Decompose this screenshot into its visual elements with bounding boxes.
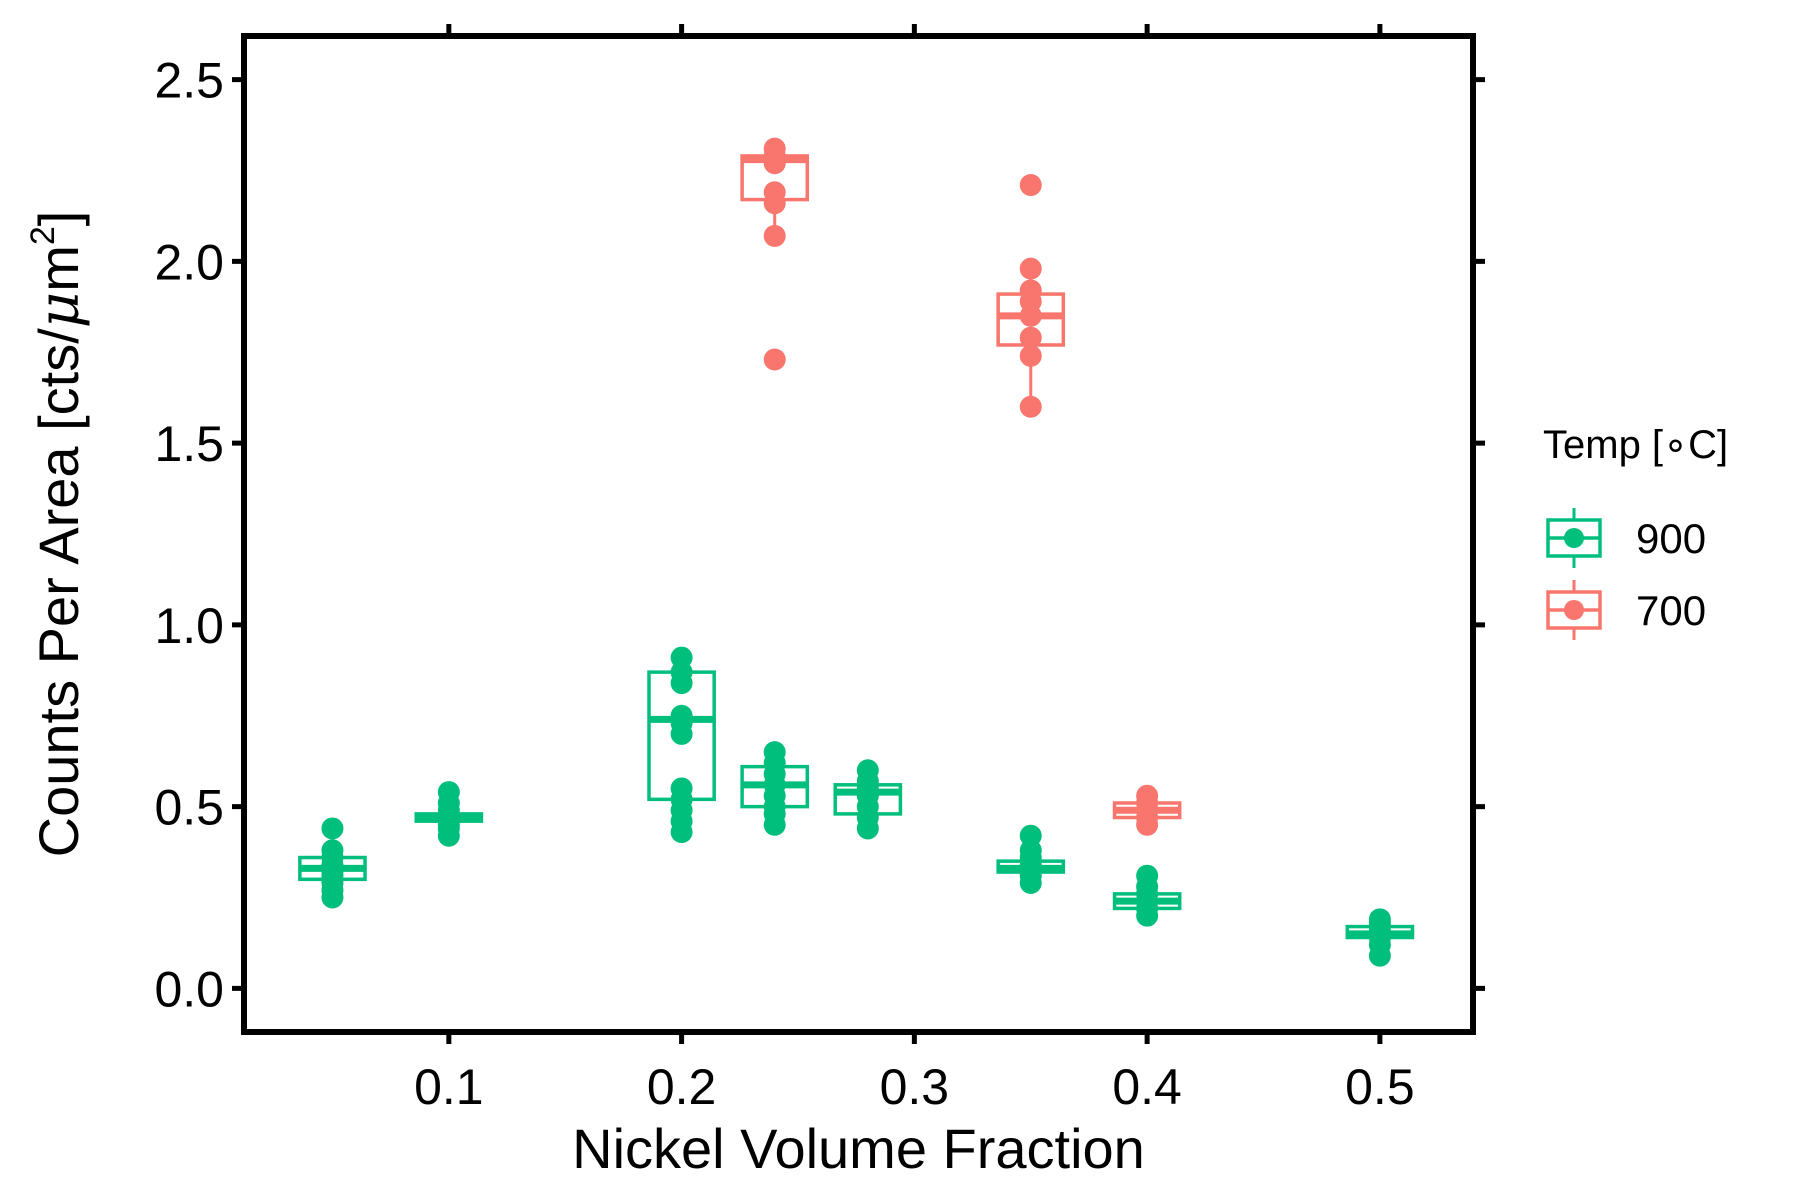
data-point [763,137,786,160]
x-axis-title: Nickel Volume Fraction [572,1117,1145,1180]
legend-item-900: 900 [1546,508,1706,568]
box-group-700 [996,174,1066,418]
legend-title-suffix: C] [1688,423,1728,467]
x-tick-label: 0.1 [414,1059,484,1115]
data-point [321,839,344,862]
box-group-900 [833,759,903,840]
legend-label-700: 700 [1636,587,1706,634]
data-point [670,704,693,727]
legend-item-700: 700 [1546,580,1706,640]
x-tick-label: 0.2 [647,1059,717,1115]
y-tick-label: 2.5 [154,53,224,109]
box-group-700 [740,137,810,371]
data-point [1019,326,1042,349]
y-tick-label: 1.0 [154,598,224,654]
y-tick-label: 0.0 [154,961,224,1017]
data-point [321,817,344,840]
legend: Temp [∘C] 900 700 [1543,423,1728,640]
legend-items: 900 700 [1546,508,1706,640]
data-point [1019,824,1042,847]
y-axis-title-superscript: 2 [24,226,62,245]
box-group-900 [414,781,484,847]
data-point [670,646,693,669]
y-axis-title-suffix: ] [27,211,90,227]
plot-panel-border [241,33,1476,1035]
data-point [1019,395,1042,418]
data-point [1019,344,1042,367]
data-point [1136,864,1159,887]
legend-title: Temp [∘C] [1543,423,1728,467]
box-group-900 [740,741,810,836]
y-axis-title: Counts Per Area [cts/μm2] [24,211,92,858]
y-axis-title-prefix: Counts Per Area [cts/ [27,328,90,858]
box-group-900 [1112,864,1182,927]
box-group-900 [996,824,1066,894]
legend-key-point [1564,600,1584,620]
legend-key-point [1564,528,1584,548]
box-group-700 [1112,784,1182,836]
x-tick-label: 0.3 [880,1059,950,1115]
data-point [763,181,786,204]
data-point [1368,908,1391,931]
data-point [763,348,786,371]
x-tick-label: 0.5 [1345,1059,1415,1115]
box-group-900 [298,817,367,909]
y-tick-label: 2.0 [154,234,224,290]
legend-title-prefix: Temp [ [1543,423,1663,467]
legend-label-900: 900 [1636,515,1706,562]
box-group-900 [1345,908,1415,967]
axis-layer: 0.1 0.2 0.3 0.4 0.5 0.0 0.5 1.0 1.5 2.0 2.5 [154,24,1485,1115]
box-group-900 [647,646,716,844]
data-point [856,759,879,782]
data-point [1019,257,1042,280]
data-point [763,741,786,764]
data-point [1019,174,1042,197]
y-tick-label: 1.5 [154,416,224,472]
data-point [1019,279,1042,302]
data-point [763,224,786,247]
legend-title-degree: ∘ [1663,423,1688,467]
y-tick-label: 0.5 [154,780,224,836]
y-axis-title-mu: μ [27,292,92,328]
data-point [670,777,693,800]
data-point [1136,784,1159,807]
data-layer [298,137,1415,967]
data-point [437,781,460,804]
x-tick-label: 0.4 [1112,1059,1182,1115]
y-axis-title-unit: m [27,245,90,292]
